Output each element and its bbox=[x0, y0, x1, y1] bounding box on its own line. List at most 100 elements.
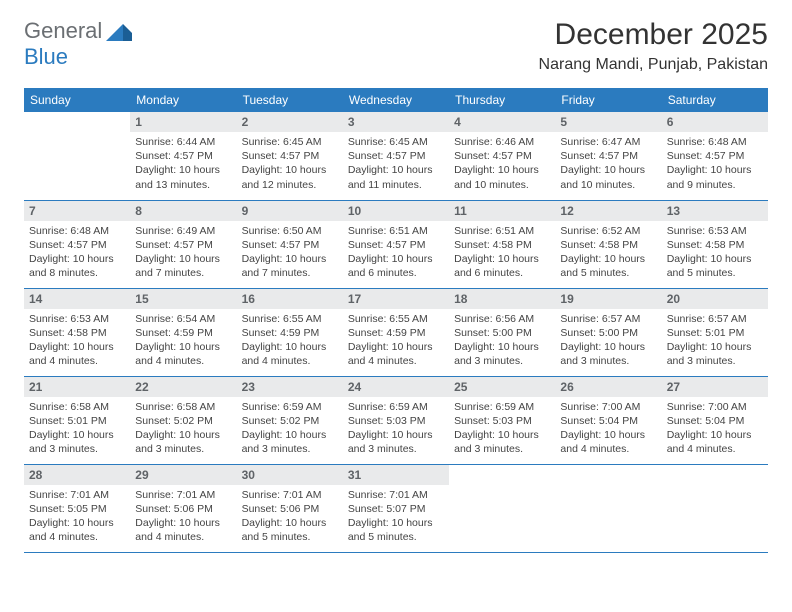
day-number: 18 bbox=[449, 289, 555, 309]
day-details: Sunrise: 6:46 AMSunset: 4:57 PMDaylight:… bbox=[449, 132, 555, 196]
calendar-cell: 29Sunrise: 7:01 AMSunset: 5:06 PMDayligh… bbox=[130, 464, 236, 552]
calendar-cell: 30Sunrise: 7:01 AMSunset: 5:06 PMDayligh… bbox=[237, 464, 343, 552]
day-number: 11 bbox=[449, 201, 555, 221]
day-number: 24 bbox=[343, 377, 449, 397]
day-number: 16 bbox=[237, 289, 343, 309]
page-header: General December 2025 Narang Mandi, Punj… bbox=[24, 18, 768, 74]
day-details: Sunrise: 6:45 AMSunset: 4:57 PMDaylight:… bbox=[343, 132, 449, 196]
day-details: Sunrise: 6:57 AMSunset: 5:01 PMDaylight:… bbox=[662, 309, 768, 373]
calendar-cell bbox=[662, 464, 768, 552]
day-details: Sunrise: 6:50 AMSunset: 4:57 PMDaylight:… bbox=[237, 221, 343, 285]
day-details: Sunrise: 6:59 AMSunset: 5:03 PMDaylight:… bbox=[343, 397, 449, 461]
calendar-week: 28Sunrise: 7:01 AMSunset: 5:05 PMDayligh… bbox=[24, 464, 768, 552]
day-number: 29 bbox=[130, 465, 236, 485]
calendar-cell: 3Sunrise: 6:45 AMSunset: 4:57 PMDaylight… bbox=[343, 112, 449, 200]
day-details: Sunrise: 6:58 AMSunset: 5:01 PMDaylight:… bbox=[24, 397, 130, 461]
day-details: Sunrise: 6:48 AMSunset: 4:57 PMDaylight:… bbox=[662, 132, 768, 196]
day-number: 12 bbox=[555, 201, 661, 221]
day-number: 30 bbox=[237, 465, 343, 485]
calendar-cell: 6Sunrise: 6:48 AMSunset: 4:57 PMDaylight… bbox=[662, 112, 768, 200]
day-details: Sunrise: 7:00 AMSunset: 5:04 PMDaylight:… bbox=[555, 397, 661, 461]
title-block: December 2025 Narang Mandi, Punjab, Paki… bbox=[539, 18, 768, 74]
calendar-cell: 4Sunrise: 6:46 AMSunset: 4:57 PMDaylight… bbox=[449, 112, 555, 200]
day-details: Sunrise: 6:44 AMSunset: 4:57 PMDaylight:… bbox=[130, 132, 236, 196]
day-details: Sunrise: 6:45 AMSunset: 4:57 PMDaylight:… bbox=[237, 132, 343, 196]
calendar-cell: 24Sunrise: 6:59 AMSunset: 5:03 PMDayligh… bbox=[343, 376, 449, 464]
day-number: 3 bbox=[343, 112, 449, 132]
day-number: 5 bbox=[555, 112, 661, 132]
calendar-cell: 15Sunrise: 6:54 AMSunset: 4:59 PMDayligh… bbox=[130, 288, 236, 376]
day-details: Sunrise: 6:55 AMSunset: 4:59 PMDaylight:… bbox=[343, 309, 449, 373]
calendar-cell bbox=[24, 112, 130, 200]
logo-line2: Blue bbox=[24, 44, 68, 70]
calendar-cell: 31Sunrise: 7:01 AMSunset: 5:07 PMDayligh… bbox=[343, 464, 449, 552]
month-title: December 2025 bbox=[539, 18, 768, 52]
day-details: Sunrise: 6:47 AMSunset: 4:57 PMDaylight:… bbox=[555, 132, 661, 196]
calendar-cell bbox=[449, 464, 555, 552]
day-details: Sunrise: 7:01 AMSunset: 5:05 PMDaylight:… bbox=[24, 485, 130, 549]
day-number: 4 bbox=[449, 112, 555, 132]
calendar-cell: 18Sunrise: 6:56 AMSunset: 5:00 PMDayligh… bbox=[449, 288, 555, 376]
calendar-cell: 19Sunrise: 6:57 AMSunset: 5:00 PMDayligh… bbox=[555, 288, 661, 376]
calendar-head: SundayMondayTuesdayWednesdayThursdayFrid… bbox=[24, 88, 768, 112]
calendar-cell: 10Sunrise: 6:51 AMSunset: 4:57 PMDayligh… bbox=[343, 200, 449, 288]
location-subtitle: Narang Mandi, Punjab, Pakistan bbox=[539, 56, 768, 74]
day-header: Monday bbox=[130, 88, 236, 112]
day-number: 19 bbox=[555, 289, 661, 309]
day-details: Sunrise: 6:55 AMSunset: 4:59 PMDaylight:… bbox=[237, 309, 343, 373]
logo: General bbox=[24, 18, 132, 44]
day-number: 25 bbox=[449, 377, 555, 397]
calendar-table: SundayMondayTuesdayWednesdayThursdayFrid… bbox=[24, 88, 768, 553]
calendar-cell: 8Sunrise: 6:49 AMSunset: 4:57 PMDaylight… bbox=[130, 200, 236, 288]
day-header: Saturday bbox=[662, 88, 768, 112]
calendar-cell: 9Sunrise: 6:50 AMSunset: 4:57 PMDaylight… bbox=[237, 200, 343, 288]
day-details: Sunrise: 6:51 AMSunset: 4:58 PMDaylight:… bbox=[449, 221, 555, 285]
day-header: Thursday bbox=[449, 88, 555, 112]
logo-triangle-icon bbox=[106, 21, 132, 41]
day-number: 26 bbox=[555, 377, 661, 397]
day-number: 17 bbox=[343, 289, 449, 309]
day-number: 9 bbox=[237, 201, 343, 221]
calendar-cell: 28Sunrise: 7:01 AMSunset: 5:05 PMDayligh… bbox=[24, 464, 130, 552]
day-details: Sunrise: 7:01 AMSunset: 5:07 PMDaylight:… bbox=[343, 485, 449, 549]
calendar-cell: 1Sunrise: 6:44 AMSunset: 4:57 PMDaylight… bbox=[130, 112, 236, 200]
calendar-cell: 2Sunrise: 6:45 AMSunset: 4:57 PMDaylight… bbox=[237, 112, 343, 200]
day-details: Sunrise: 6:52 AMSunset: 4:58 PMDaylight:… bbox=[555, 221, 661, 285]
day-number: 15 bbox=[130, 289, 236, 309]
calendar-week: 21Sunrise: 6:58 AMSunset: 5:01 PMDayligh… bbox=[24, 376, 768, 464]
calendar-cell: 25Sunrise: 6:59 AMSunset: 5:03 PMDayligh… bbox=[449, 376, 555, 464]
day-number: 27 bbox=[662, 377, 768, 397]
day-details: Sunrise: 6:49 AMSunset: 4:57 PMDaylight:… bbox=[130, 221, 236, 285]
day-header: Sunday bbox=[24, 88, 130, 112]
day-number: 28 bbox=[24, 465, 130, 485]
calendar-cell: 27Sunrise: 7:00 AMSunset: 5:04 PMDayligh… bbox=[662, 376, 768, 464]
day-number: 10 bbox=[343, 201, 449, 221]
calendar-cell bbox=[555, 464, 661, 552]
day-number: 22 bbox=[130, 377, 236, 397]
day-details: Sunrise: 7:00 AMSunset: 5:04 PMDaylight:… bbox=[662, 397, 768, 461]
calendar-cell: 23Sunrise: 6:59 AMSunset: 5:02 PMDayligh… bbox=[237, 376, 343, 464]
calendar-cell: 22Sunrise: 6:58 AMSunset: 5:02 PMDayligh… bbox=[130, 376, 236, 464]
day-details: Sunrise: 6:56 AMSunset: 5:00 PMDaylight:… bbox=[449, 309, 555, 373]
calendar-cell: 26Sunrise: 7:00 AMSunset: 5:04 PMDayligh… bbox=[555, 376, 661, 464]
calendar-cell: 20Sunrise: 6:57 AMSunset: 5:01 PMDayligh… bbox=[662, 288, 768, 376]
day-details: Sunrise: 6:53 AMSunset: 4:58 PMDaylight:… bbox=[662, 221, 768, 285]
calendar-cell: 17Sunrise: 6:55 AMSunset: 4:59 PMDayligh… bbox=[343, 288, 449, 376]
day-details: Sunrise: 6:51 AMSunset: 4:57 PMDaylight:… bbox=[343, 221, 449, 285]
calendar-body: 1Sunrise: 6:44 AMSunset: 4:57 PMDaylight… bbox=[24, 112, 768, 552]
day-number: 23 bbox=[237, 377, 343, 397]
day-number: 20 bbox=[662, 289, 768, 309]
day-details: Sunrise: 7:01 AMSunset: 5:06 PMDaylight:… bbox=[130, 485, 236, 549]
day-details: Sunrise: 7:01 AMSunset: 5:06 PMDaylight:… bbox=[237, 485, 343, 549]
day-details: Sunrise: 6:57 AMSunset: 5:00 PMDaylight:… bbox=[555, 309, 661, 373]
day-number: 14 bbox=[24, 289, 130, 309]
calendar-cell: 13Sunrise: 6:53 AMSunset: 4:58 PMDayligh… bbox=[662, 200, 768, 288]
calendar-cell: 16Sunrise: 6:55 AMSunset: 4:59 PMDayligh… bbox=[237, 288, 343, 376]
day-number: 13 bbox=[662, 201, 768, 221]
day-header: Wednesday bbox=[343, 88, 449, 112]
calendar-cell: 12Sunrise: 6:52 AMSunset: 4:58 PMDayligh… bbox=[555, 200, 661, 288]
day-details: Sunrise: 6:59 AMSunset: 5:02 PMDaylight:… bbox=[237, 397, 343, 461]
day-header: Tuesday bbox=[237, 88, 343, 112]
day-details: Sunrise: 6:54 AMSunset: 4:59 PMDaylight:… bbox=[130, 309, 236, 373]
day-details: Sunrise: 6:58 AMSunset: 5:02 PMDaylight:… bbox=[130, 397, 236, 461]
